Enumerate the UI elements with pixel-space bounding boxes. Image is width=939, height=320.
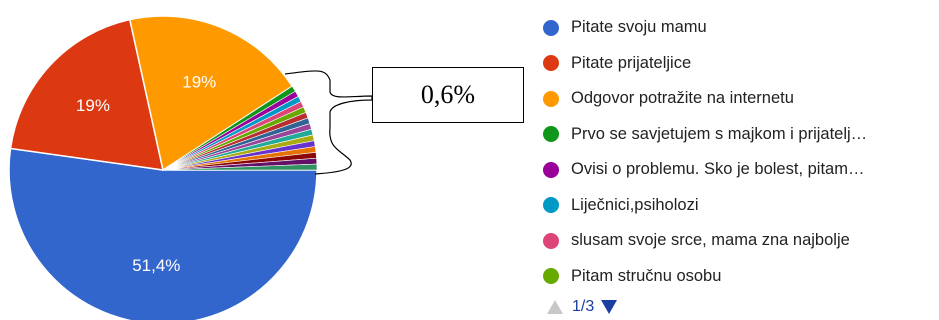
pie-chart: 51,4% 19% 19% [8,15,318,320]
legend-swatch [543,90,559,107]
legend-label: Prvo se savjetujem s majkom i prijatelj… [571,124,868,143]
legend-pager: 1/3 [546,298,618,316]
legend-swatch [543,161,559,178]
triangle-up-icon[interactable] [546,299,564,315]
slice-value-label: 51,4% [132,256,180,275]
legend-swatch [543,232,559,249]
legend: Pitate svoju mamu Pitate prijateljice Od… [543,10,867,294]
legend-label: Odgovor potražite na internetu [571,89,794,108]
pager-text: 1/3 [572,298,595,315]
callout-box: 0,6% [372,67,524,123]
legend-swatch [543,197,559,214]
legend-item[interactable]: Pitam stručnu osobu [543,259,867,295]
legend-item[interactable]: Pitate svoju mamu [543,10,867,46]
triangle-down-icon[interactable] [600,299,618,315]
legend-item[interactable]: slusam svoje srce, mama zna najbolje [543,223,867,259]
legend-item[interactable]: Ovisi o problemu. Sko je bolest, pitam… [543,152,867,188]
slice-value-label: 19% [182,73,216,92]
legend-item[interactable]: Odgovor potražite na internetu [543,81,867,117]
legend-label: Liječnici,psiholozi [571,195,699,214]
pie-slice [8,147,318,320]
legend-label: Ovisi o problemu. Sko je bolest, pitam… [571,160,865,179]
pie-slice [128,15,294,172]
slice-value-label: 19% [76,96,110,115]
legend-label: slusam svoje srce, mama zna najbolje [571,231,850,250]
legend-item[interactable]: Pitate prijateljice [543,46,867,82]
legend-swatch [543,55,559,72]
legend-swatch [543,126,559,143]
legend-swatch [543,268,559,285]
legend-label: Pitate prijateljice [571,53,692,72]
legend-swatch [543,19,559,36]
pie-slice [9,18,164,171]
legend-item[interactable]: Liječnici,psiholozi [543,188,867,224]
callout-value: 0,6% [420,80,476,109]
legend-label: Pitam stručnu osobu [571,266,722,285]
legend-label: Pitate svoju mamu [571,18,707,37]
legend-item[interactable]: Prvo se savjetujem s majkom i prijatelj… [543,117,867,153]
